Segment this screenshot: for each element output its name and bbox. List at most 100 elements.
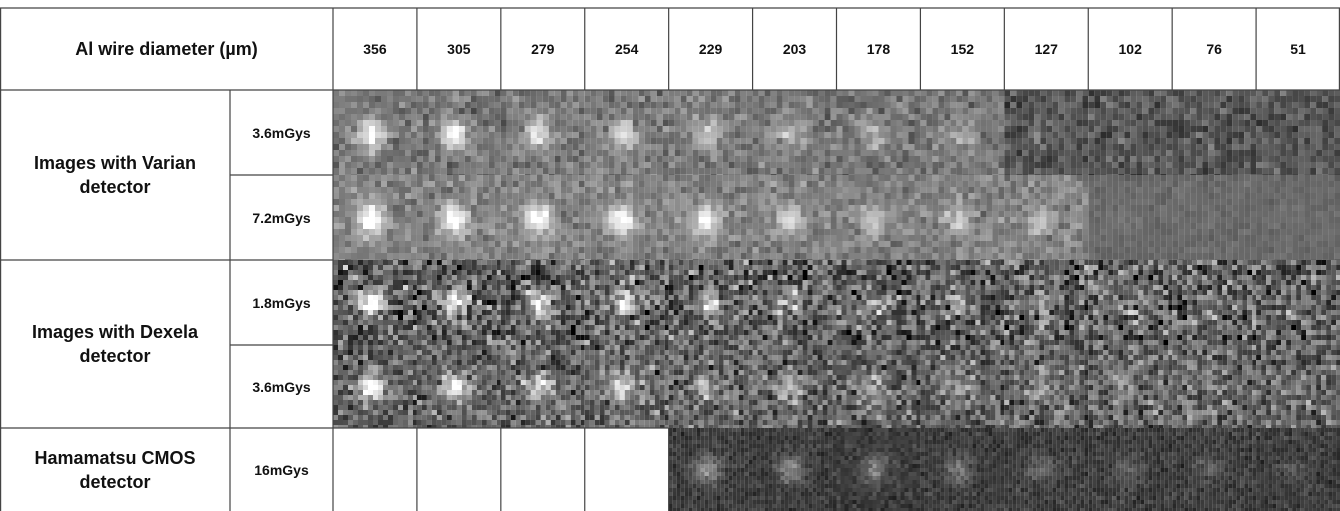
noise-pixel xyxy=(1226,120,1232,126)
noise-pixel xyxy=(1172,156,1178,162)
noise-pixel xyxy=(813,168,819,174)
noise-pixel xyxy=(453,223,459,229)
noise-pixel xyxy=(1040,199,1046,205)
noise-pixel xyxy=(1088,150,1094,156)
noise-pixel xyxy=(675,253,681,259)
noise-pixel xyxy=(717,247,723,253)
noise-pixel xyxy=(1184,174,1190,175)
noise-pixel xyxy=(351,175,357,181)
noise-pixel xyxy=(579,174,585,175)
noise-pixel xyxy=(729,205,735,211)
noise-pixel xyxy=(1046,102,1052,108)
noise-pixel xyxy=(932,156,938,162)
noise-pixel xyxy=(1172,90,1178,96)
noise-pixel xyxy=(717,241,723,247)
noise-pixel xyxy=(926,181,932,187)
noise-pixel xyxy=(1274,181,1280,187)
noise-pixel xyxy=(1274,114,1280,120)
noise-pixel xyxy=(495,162,501,168)
noise-pixel xyxy=(531,114,537,120)
noise-pixel xyxy=(1160,199,1166,205)
noise-pixel xyxy=(573,259,579,260)
noise-pixel xyxy=(1250,132,1256,138)
noise-pixel xyxy=(1238,114,1244,120)
noise-pixel xyxy=(735,120,741,126)
noise-pixel xyxy=(513,138,519,144)
noise-pixel xyxy=(1010,217,1016,223)
noise-pixel xyxy=(375,132,381,138)
noise-pixel xyxy=(1094,132,1100,138)
noise-pixel xyxy=(831,259,837,260)
noise-pixel xyxy=(717,138,723,144)
noise-pixel xyxy=(831,253,837,259)
noise-pixel xyxy=(645,247,651,253)
noise-pixel xyxy=(765,241,771,247)
noise-pixel xyxy=(375,126,381,132)
noise-pixel xyxy=(1148,150,1154,156)
noise-pixel xyxy=(753,259,759,260)
noise-pixel xyxy=(783,126,789,132)
noise-pixel xyxy=(1058,144,1064,150)
noise-pixel xyxy=(393,108,399,114)
noise-pixel xyxy=(1166,259,1172,260)
noise-pixel xyxy=(1154,253,1160,259)
noise-pixel xyxy=(855,205,861,211)
noise-pixel xyxy=(1034,229,1040,235)
noise-pixel xyxy=(591,96,597,102)
noise-pixel xyxy=(681,90,687,96)
noise-pixel xyxy=(453,126,459,132)
noise-pixel xyxy=(920,205,926,211)
noise-pixel xyxy=(351,102,357,108)
noise-pixel xyxy=(417,96,423,102)
noise-pixel xyxy=(681,108,687,114)
noise-pixel xyxy=(369,217,375,223)
noise-pixel xyxy=(843,156,849,162)
noise-pixel xyxy=(657,90,663,96)
noise-pixel xyxy=(1004,205,1010,211)
noise-pixel xyxy=(1328,187,1334,193)
noise-pixel xyxy=(807,229,813,235)
noise-pixel xyxy=(1202,235,1208,241)
noise-pixel xyxy=(1238,138,1244,144)
noise-pixel xyxy=(1238,162,1244,168)
noise-pixel xyxy=(375,205,381,211)
noise-pixel xyxy=(501,102,507,108)
noise-pixel xyxy=(387,205,393,211)
noise-pixel xyxy=(1304,168,1310,174)
noise-pixel xyxy=(909,144,915,150)
noise-pixel xyxy=(405,120,411,126)
noise-pixel xyxy=(609,168,615,174)
noise-pixel xyxy=(789,132,795,138)
noise-pixel xyxy=(1232,162,1238,168)
noise-pixel xyxy=(1028,253,1034,259)
noise-pixel xyxy=(537,90,543,96)
noise-pixel xyxy=(357,156,363,162)
noise-pixel xyxy=(1034,181,1040,187)
noise-pixel xyxy=(435,217,441,223)
noise-pixel xyxy=(453,181,459,187)
noise-pixel xyxy=(1064,150,1070,156)
noise-pixel xyxy=(1106,217,1112,223)
noise-pixel xyxy=(956,126,962,132)
noise-pixel xyxy=(549,162,555,168)
noise-pixel xyxy=(1148,211,1154,217)
noise-pixel xyxy=(537,223,543,229)
noise-pixel xyxy=(453,229,459,235)
noise-pixel xyxy=(1214,259,1220,260)
noise-pixel xyxy=(789,175,795,181)
noise-pixel xyxy=(375,114,381,120)
noise-pixel xyxy=(1304,138,1310,144)
noise-pixel xyxy=(465,138,471,144)
noise-pixel xyxy=(1088,187,1094,193)
noise-pixel xyxy=(501,205,507,211)
noise-pixel xyxy=(992,162,998,168)
noise-pixel xyxy=(723,241,729,247)
noise-pixel xyxy=(1244,174,1250,175)
noise-pixel xyxy=(837,247,843,253)
noise-pixel xyxy=(849,241,855,247)
noise-pixel xyxy=(950,156,956,162)
noise-pixel xyxy=(729,181,735,187)
noise-pixel xyxy=(1220,102,1226,108)
noise-pixel xyxy=(369,175,375,181)
noise-pixel xyxy=(771,247,777,253)
